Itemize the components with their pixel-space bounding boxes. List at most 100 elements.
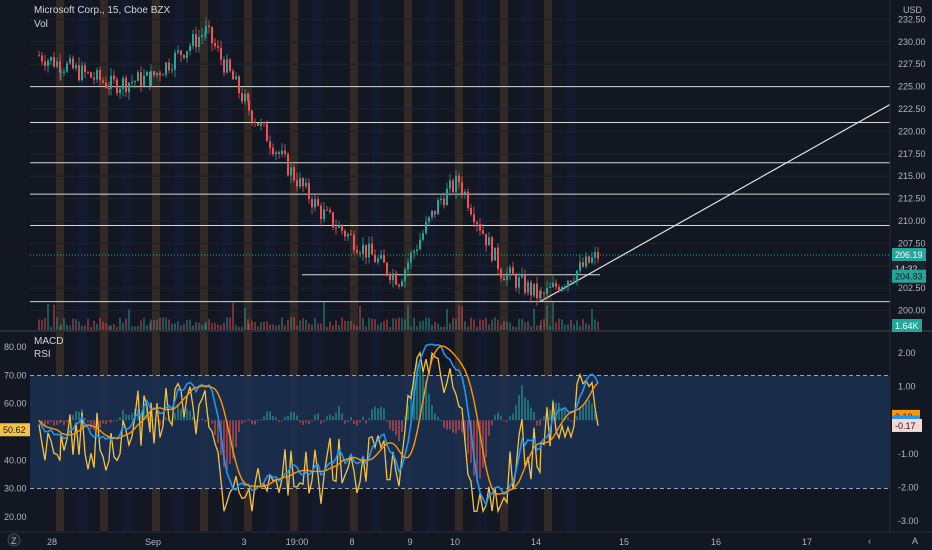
volume-bar	[314, 318, 316, 330]
volume-bar	[93, 320, 95, 330]
volume-bar	[434, 321, 436, 330]
histogram-bar	[380, 406, 382, 421]
candle-body	[594, 252, 596, 258]
histogram-bar	[205, 420, 207, 422]
volume-bar	[44, 318, 46, 330]
candle-body	[455, 175, 457, 192]
histogram-bar	[383, 408, 385, 421]
volume-bar	[488, 324, 490, 330]
volume-bar	[509, 322, 511, 330]
candle-body	[214, 43, 216, 47]
candle-body	[383, 254, 385, 263]
histogram-bar	[269, 411, 271, 421]
candle-body	[494, 247, 496, 261]
horizontal-levels[interactable]	[30, 86, 890, 303]
scroll-left-icon[interactable]: ‹	[868, 536, 871, 546]
price-tick-label: 220.00	[898, 126, 926, 136]
goto-date-icon[interactable]: Z	[7, 533, 21, 547]
volume-bar	[87, 318, 89, 330]
volume-bar	[407, 305, 409, 330]
volume-bar	[567, 324, 569, 330]
candle-body	[248, 100, 250, 111]
macd-tick-label: 1.00	[898, 382, 916, 392]
candlesticks[interactable]	[38, 18, 599, 307]
candle-body	[506, 273, 508, 281]
candle-body	[174, 52, 176, 70]
histogram-bar	[208, 418, 210, 421]
histogram-bar	[470, 420, 472, 463]
histogram-bar	[90, 420, 92, 430]
histogram-bar	[555, 402, 557, 421]
candle-body	[407, 262, 409, 270]
volume-bar	[131, 326, 133, 330]
volume-legend[interactable]: Vol	[34, 19, 48, 30]
histogram-bar	[464, 420, 466, 442]
histogram-bar	[278, 420, 280, 422]
histogram-bar	[419, 363, 421, 421]
time-axis[interactable]: 28 Sep 3 19:00 8 9 10 14 15 16 17	[47, 537, 812, 547]
volume-bar	[413, 317, 415, 330]
histogram-bar	[308, 420, 310, 425]
volume-bar	[284, 325, 286, 330]
histogram-bar	[186, 408, 188, 421]
candle-body	[244, 93, 246, 102]
candle-body	[347, 233, 349, 237]
price-tick-label: 202.50	[898, 283, 926, 293]
histogram-bar	[446, 420, 448, 430]
macd-legend[interactable]: MACD	[34, 336, 63, 347]
candle-body	[479, 224, 481, 231]
auto-scale-icon[interactable]: A	[912, 536, 918, 546]
symbol-title[interactable]: Microsoft Corp., 15, Cboe BZX	[34, 5, 170, 16]
volume-bar	[422, 320, 424, 330]
candle-body	[75, 65, 77, 69]
candle-body	[555, 282, 557, 287]
volume-bar	[527, 321, 529, 330]
volume-bar	[533, 308, 535, 330]
candle-body	[395, 273, 397, 285]
candle-body	[449, 180, 451, 189]
candle-body	[131, 81, 133, 83]
macd-tick-label: -3.00	[898, 516, 919, 526]
trendline[interactable]	[539, 104, 891, 303]
volume-bar	[323, 301, 325, 330]
histogram-bar	[576, 416, 578, 421]
volume-bar	[177, 321, 179, 330]
volume-bar	[506, 321, 508, 330]
volume-bar	[69, 325, 71, 330]
currency-label[interactable]: USD	[903, 5, 923, 15]
histogram-bar	[530, 407, 532, 421]
rsi-legend[interactable]: RSI	[34, 349, 51, 360]
candle-body	[272, 147, 274, 155]
rsi-value-badge: 50.62	[3, 425, 26, 435]
volume-bar	[485, 318, 487, 330]
volume-bar	[269, 324, 271, 330]
histogram-bar	[266, 411, 268, 421]
volume-bar	[383, 320, 385, 330]
volume-bar	[482, 320, 484, 330]
histogram-bar	[320, 420, 322, 424]
histogram-bar	[434, 413, 436, 421]
volume-bar	[365, 326, 367, 330]
histogram-bar	[113, 420, 115, 422]
volume-bar	[389, 326, 391, 330]
histogram-bar	[223, 420, 225, 468]
volume-bar	[543, 318, 545, 330]
volume-bar	[226, 317, 228, 330]
volume-bar	[347, 320, 349, 330]
volume-bar	[50, 326, 52, 330]
histogram-bar	[226, 420, 228, 470]
candle-body	[205, 25, 207, 34]
candle-body	[419, 239, 421, 250]
histogram-bar	[588, 399, 590, 421]
volume-bar	[165, 317, 167, 330]
candle-body	[41, 55, 43, 62]
histogram-bar	[53, 420, 55, 426]
volume-bar	[515, 326, 517, 330]
candle-body	[512, 267, 514, 276]
volume-bar	[47, 303, 49, 330]
histogram-bar	[479, 420, 481, 479]
candle-body	[299, 178, 301, 187]
histogram-bar	[66, 420, 68, 423]
